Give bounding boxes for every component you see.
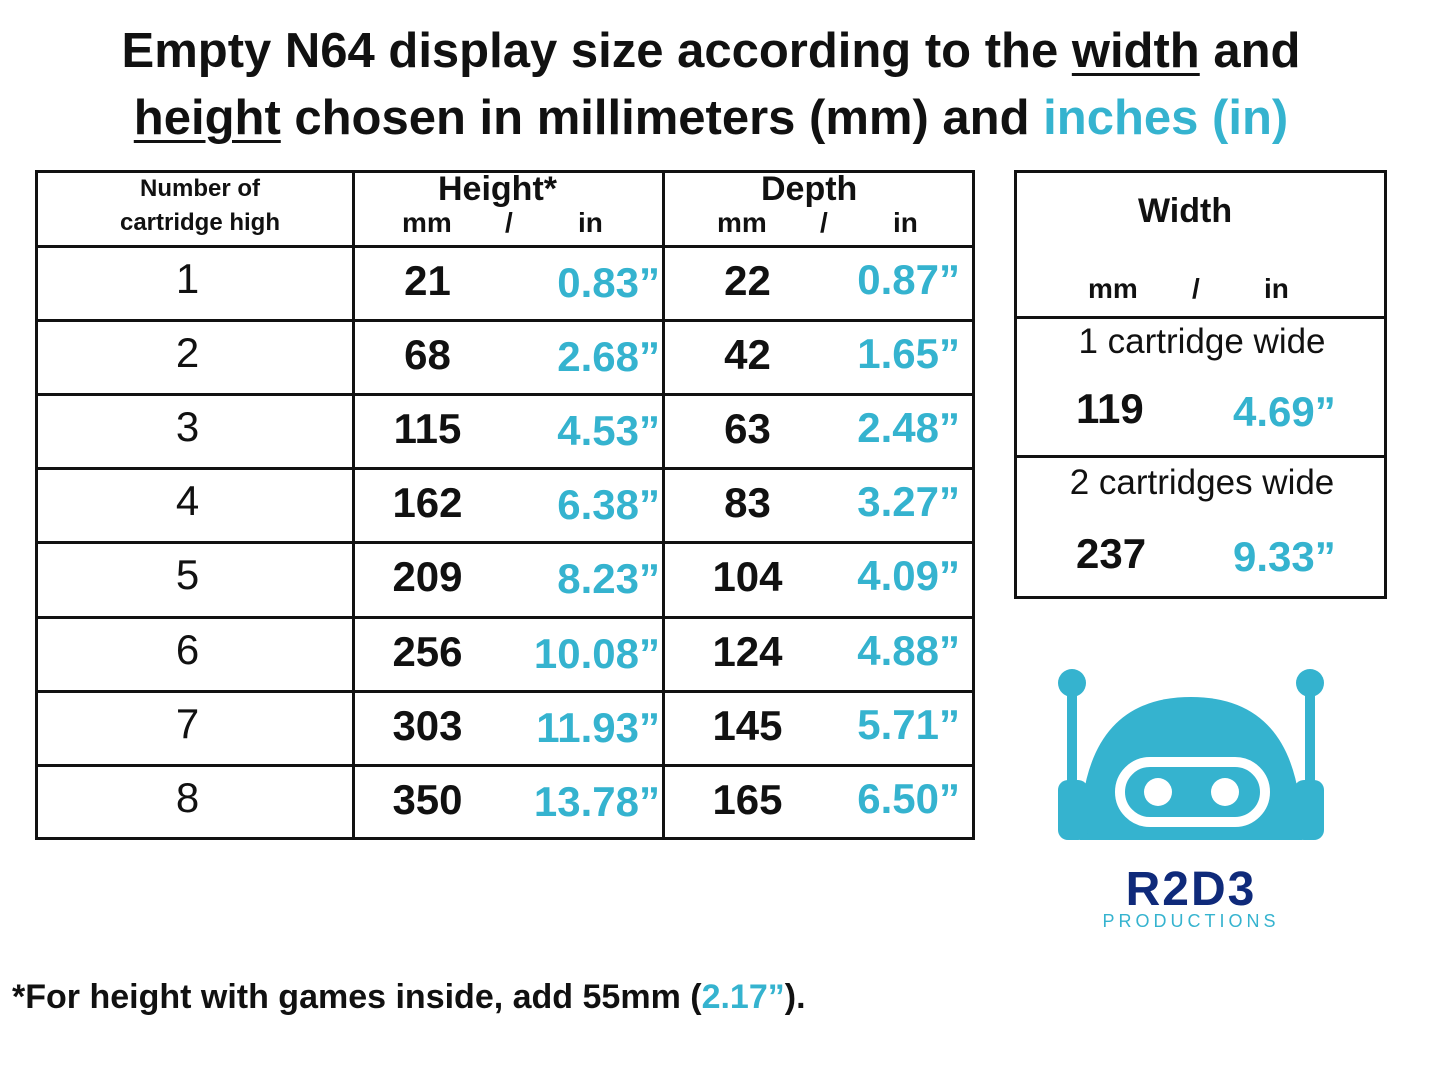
r2d3-logo: R2D3 PRODUCTIONS	[1058, 669, 1324, 931]
depth-in: 6.50”	[857, 775, 960, 822]
title-text: chosen in millimeters (mm) and	[280, 91, 1044, 145]
unit-in: in	[1264, 273, 1289, 304]
width-row-label: 1 cartridge wide	[1078, 322, 1326, 361]
width-row-label: 2 cartridges wide	[1069, 463, 1335, 502]
row-divider	[35, 616, 975, 619]
title-width-word: width	[1071, 24, 1200, 78]
header-depth: Depth	[761, 170, 858, 208]
unit-in: in	[578, 207, 603, 238]
column-divider	[662, 170, 665, 840]
height-in: 6.38”	[557, 481, 660, 528]
row-count: 1	[175, 255, 200, 302]
height-in: 13.78”	[533, 778, 660, 825]
row-count: 3	[175, 403, 200, 450]
row-divider	[35, 467, 975, 470]
unit-mm: mm	[402, 207, 452, 238]
depth-in: 4.09”	[857, 552, 960, 599]
depth-mm: 63	[724, 405, 771, 452]
title-inches: inches (in)	[1043, 91, 1289, 145]
row-divider	[35, 393, 975, 396]
row-divider	[1014, 455, 1387, 458]
row-count: 8	[175, 774, 200, 821]
title-line-1: Empty N64 display size according to the …	[0, 18, 1422, 84]
width-table	[1014, 170, 1387, 599]
depth-in: 0.87”	[857, 256, 960, 303]
depth-mm: 42	[724, 331, 771, 378]
depth-mm: 83	[724, 479, 771, 526]
unit-separator: /	[820, 207, 828, 238]
row-divider	[35, 541, 975, 544]
depth-mm: 22	[724, 257, 771, 304]
depth-in: 3.27”	[857, 478, 960, 525]
depth-in: 2.48”	[857, 404, 960, 451]
unit-mm: mm	[1088, 273, 1138, 304]
row-count: 4	[175, 477, 200, 524]
row-divider	[35, 245, 975, 248]
header-number-of: Number of	[140, 175, 260, 202]
height-in: 11.93”	[536, 704, 660, 751]
height-in: 8.23”	[557, 555, 660, 602]
depth-mm: 145	[712, 702, 783, 749]
title-text: and	[1199, 24, 1301, 78]
width-mm: 119	[1076, 385, 1144, 432]
unit-mm: mm	[717, 207, 767, 238]
depth-in: 1.65”	[857, 330, 960, 377]
height-in: 10.08”	[533, 630, 660, 677]
header-cartridge-high: cartridge high	[119, 209, 281, 236]
height-in: 2.68”	[557, 333, 660, 380]
width-in: 9.33”	[1233, 533, 1336, 580]
title-height-word: height	[133, 91, 281, 145]
height-mm: 21	[404, 257, 451, 304]
title-text: Empty N64 display size according to the	[121, 24, 1072, 78]
depth-in: 5.71”	[857, 701, 960, 748]
size-table	[35, 170, 975, 840]
height-in: 0.83”	[557, 259, 660, 306]
height-mm: 256	[392, 628, 463, 675]
row-count: 7	[175, 700, 200, 747]
depth-mm: 124	[712, 628, 783, 675]
row-count: 5	[175, 551, 200, 598]
footnote-text: *For height with games inside, add 55mm …	[12, 978, 702, 1016]
header-height: Height*	[438, 170, 557, 208]
height-mm: 350	[392, 776, 463, 823]
height-mm: 162	[392, 479, 463, 526]
footnote: *For height with games inside, add 55mm …	[12, 978, 806, 1017]
row-divider	[35, 690, 975, 693]
row-divider	[1014, 316, 1387, 319]
width-mm: 237	[1076, 530, 1147, 577]
width-header: Width	[1138, 192, 1233, 230]
footnote-text: ).	[784, 978, 806, 1016]
row-divider	[35, 764, 975, 767]
height-mm: 209	[392, 553, 463, 600]
width-in: 4.69”	[1233, 388, 1336, 435]
height-mm: 115	[393, 405, 462, 452]
svg-text:PRODUCTIONS: PRODUCTIONS	[1102, 911, 1279, 931]
depth-mm: 104	[712, 553, 783, 600]
column-divider	[352, 170, 355, 840]
height-in: 4.53”	[557, 407, 660, 454]
depth-mm: 165	[712, 776, 783, 823]
row-count: 2	[175, 329, 200, 376]
depth-in: 4.88”	[857, 627, 960, 674]
row-divider	[35, 319, 975, 322]
height-mm: 303	[392, 702, 463, 749]
height-mm: 68	[404, 331, 451, 378]
unit-separator: /	[505, 207, 513, 238]
unit-separator: /	[1192, 273, 1200, 304]
footnote-inches: 2.17”	[701, 978, 785, 1016]
title-line-2: height chosen in millimeters (mm) and in…	[0, 85, 1422, 151]
svg-text:R2D3: R2D3	[1126, 863, 1257, 916]
row-count: 6	[175, 626, 200, 673]
unit-in: in	[893, 207, 918, 238]
